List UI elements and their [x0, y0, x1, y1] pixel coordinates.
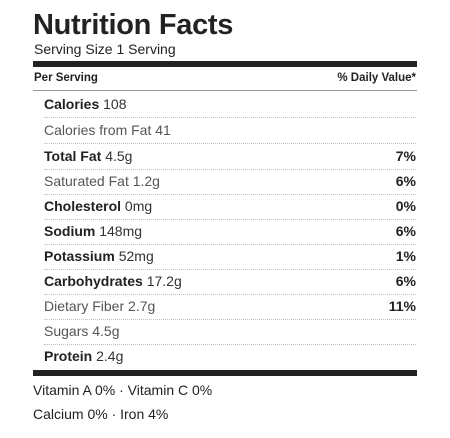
nutrient-daily-value: 6% [395, 173, 416, 189]
nutrient-name: Protein [44, 348, 97, 364]
serving-size: Serving Size 1 Serving [34, 41, 176, 57]
nutrient-value: 41 [155, 122, 171, 138]
nutrient-row-potassium: Potassium 52mg 1% [44, 244, 416, 270]
nutrient-row-dietary-fiber: Dietary Fiber 2.7g 11% [44, 294, 416, 320]
top-divider [33, 61, 417, 67]
nutrient-name: Sodium [44, 223, 100, 239]
nutrient-daily-value: 11% [388, 298, 416, 314]
nutrient-daily-value: 6% [395, 273, 416, 289]
nutrient-row-saturated-fat: Saturated Fat 1.2g 6% [44, 169, 416, 195]
nutrient-name: Cholesterol [44, 198, 125, 214]
label-title: Nutrition Facts [33, 9, 234, 41]
nutrient-row-calories-from-fat: Calories from Fat 41 [44, 118, 416, 144]
nutrient-row-carbohydrates: Carbohydrates 17.2g 6% [44, 269, 416, 295]
nutrient-name: Calories [44, 96, 104, 112]
bottom-divider [33, 370, 417, 376]
nutrient-name: Saturated Fat [44, 173, 133, 189]
nutrient-row-total-fat: Total Fat 4.5g 7% [44, 144, 416, 170]
nutrient-name: Dietary Fiber [44, 298, 129, 314]
nutrient-value: 4.5g [105, 148, 133, 164]
header-divider [33, 90, 417, 91]
nutrient-daily-value: 1% [395, 248, 416, 264]
nutrient-row-protein: Protein 2.4g [44, 344, 416, 369]
nutrient-value: 0mg [124, 198, 153, 214]
nutrient-value: 108 [103, 96, 127, 112]
nutrient-name: Total Fat [44, 148, 106, 164]
nutrient-row-sodium: Sodium 148mg 6% [44, 219, 416, 245]
nutrient-daily-value: 6% [395, 223, 416, 239]
nutrient-name: Sugars [44, 323, 93, 339]
nutrient-daily-value: 7% [395, 148, 416, 164]
nutrient-value: 52mg [118, 248, 154, 264]
nutrient-daily-value: 0% [395, 198, 416, 214]
vitamins-line-1: Vitamin A 0% · Vitamin C 0% [33, 382, 213, 398]
nutrient-row-cholesterol: Cholesterol 0mg 0% [44, 194, 416, 220]
per-serving-header: Per Serving [34, 72, 98, 84]
table-header: Per Serving % Daily Value* [34, 72, 416, 84]
nutrient-name: Carbohydrates [44, 273, 147, 289]
nutrient-value: 4.5g [92, 323, 120, 339]
nutrient-value: 2.4g [96, 348, 124, 364]
nutrient-value: 17.2g [146, 273, 182, 289]
nutrient-row-calories: Calories 108 [44, 92, 416, 118]
nutrient-name: Potassium [44, 248, 119, 264]
nutrient-value: 148mg [99, 223, 143, 239]
nutrient-value: 2.7g [128, 298, 156, 314]
nutrient-name: Calories from Fat [44, 122, 156, 138]
daily-value-header: % Daily Value* [337, 72, 416, 84]
vitamins-line-2: Calcium 0% · Iron 4% [33, 406, 169, 422]
nutrient-value: 1.2g [132, 173, 160, 189]
nutrient-row-sugars: Sugars 4.5g [44, 319, 416, 345]
